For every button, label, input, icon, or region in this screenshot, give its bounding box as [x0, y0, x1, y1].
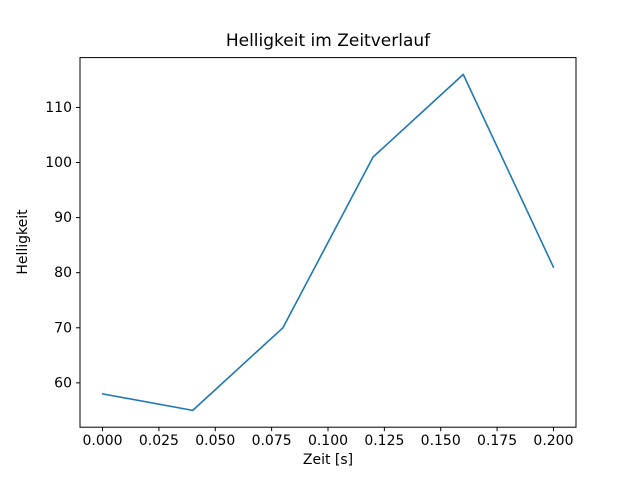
brightness-line [101, 73, 555, 412]
x-tick-label: 0.200 [533, 433, 573, 449]
y-tick-label: 60 [54, 375, 72, 391]
y-tick-label: 90 [54, 210, 72, 226]
y-tick-label: 70 [54, 320, 72, 336]
x-axis-label: Zeit [s] [303, 452, 353, 468]
x-tick-label: 0.075 [252, 433, 292, 449]
axes-spines [79, 57, 577, 428]
chart-title: Helligkeit im Zeitverlauf [226, 31, 431, 51]
x-tick-label: 0.150 [421, 433, 461, 449]
x-tick-label: 0.125 [364, 433, 404, 449]
y-axis-label: Helligkeit [15, 209, 31, 275]
x-tick-label: 0.100 [308, 433, 348, 449]
x-tick-label: 0.175 [477, 433, 517, 449]
ticks-layer: 0.000 0.025 0.050 0.075 0.100 0.125 0.150 0.175… [45, 100, 573, 449]
y-tick-label: 110 [45, 100, 72, 116]
x-tick-label: 0.025 [139, 433, 179, 449]
data-line-layer [101, 73, 555, 412]
y-tick-label: 80 [54, 265, 72, 281]
y-tick-label: 100 [45, 155, 72, 171]
x-tick-label: 0.000 [82, 433, 122, 449]
x-tick-label: 0.050 [195, 433, 235, 449]
